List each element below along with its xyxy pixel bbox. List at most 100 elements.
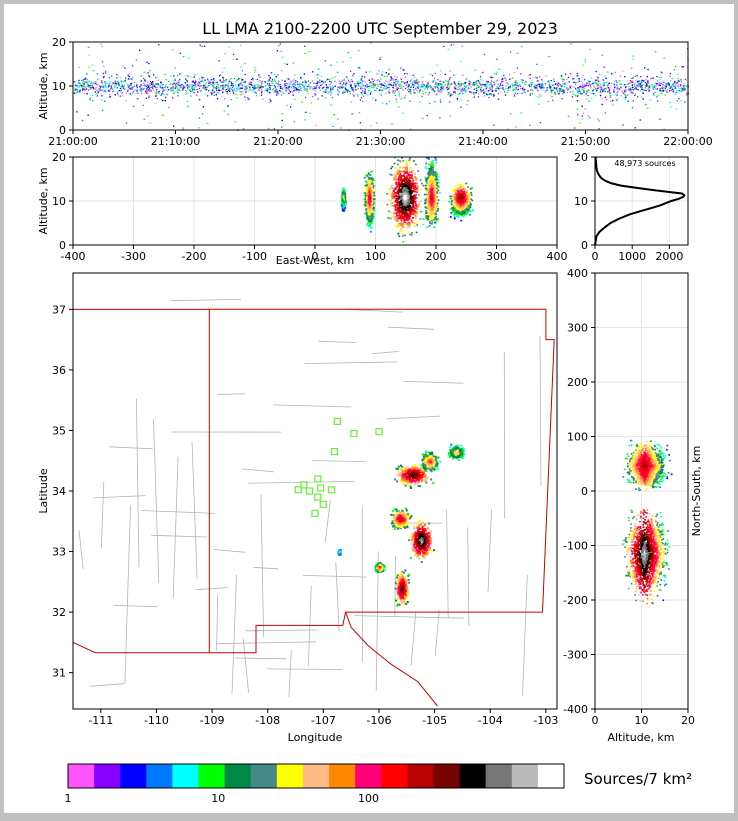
- time-height-source: [218, 60, 220, 62]
- time-height-source: [298, 89, 300, 91]
- time-height-source: [223, 84, 225, 86]
- time-height-source: [159, 86, 161, 88]
- time-height-source: [493, 84, 495, 86]
- time-height-source: [368, 85, 370, 88]
- time-height-source: [107, 86, 109, 88]
- time-height-source: [552, 89, 555, 91]
- time-height-source: [94, 83, 96, 85]
- time-height-source: [597, 76, 599, 78]
- time-height-source: [97, 78, 99, 80]
- time-height-source: [355, 89, 357, 91]
- time-height-source: [404, 97, 406, 99]
- time-height-source: [392, 90, 394, 92]
- time-height-source: [500, 85, 502, 87]
- time-height-source: [216, 92, 219, 94]
- time-height-source: [642, 98, 644, 100]
- time-height-source: [152, 82, 154, 85]
- time-height-source: [275, 89, 277, 91]
- time-height-source: [182, 127, 185, 129]
- time-height-source: [280, 50, 282, 52]
- time-height-source: [219, 87, 221, 89]
- time-height-source: [288, 82, 290, 84]
- time-height-source: [81, 86, 83, 88]
- time-height-source: [632, 77, 634, 79]
- time-height-source: [368, 90, 370, 92]
- time-height-source: [659, 89, 661, 91]
- time-height-source: [313, 86, 315, 88]
- time-height-source: [461, 83, 463, 85]
- time-height-source: [188, 89, 190, 91]
- time-height-source: [330, 81, 332, 83]
- time-height-source: [266, 88, 268, 90]
- time-height-source: [517, 93, 519, 95]
- time-height-source: [406, 81, 408, 83]
- time-height-source: [426, 86, 428, 88]
- time-height-source: [91, 82, 93, 84]
- time-height-source: [77, 86, 80, 88]
- time-height-source: [342, 91, 345, 93]
- time-height-source: [228, 46, 230, 48]
- time-height-source: [114, 80, 116, 82]
- time-height-source: [202, 87, 204, 89]
- time-height-source: [257, 86, 259, 88]
- time-height-source: [284, 80, 286, 82]
- time-height-source: [402, 89, 404, 91]
- time-height-source: [510, 51, 512, 53]
- time-height-source: [457, 86, 459, 89]
- time-height-source: [669, 73, 672, 75]
- time-height-source: [449, 101, 451, 103]
- time-height-source: [92, 94, 94, 96]
- time-height-source: [587, 95, 589, 97]
- time-height-source: [165, 79, 167, 81]
- time-height-source: [528, 84, 530, 86]
- time-height-source: [132, 77, 134, 79]
- time-height-source: [621, 90, 623, 92]
- time-height-source: [637, 80, 639, 82]
- time-height-source: [148, 75, 150, 77]
- time-height-source: [627, 83, 629, 85]
- time-height-source: [622, 70, 624, 72]
- time-height-source: [482, 83, 484, 85]
- time-height-source: [537, 84, 539, 86]
- time-height-source: [129, 88, 131, 90]
- time-height-source: [140, 89, 142, 91]
- time-height-source: [503, 74, 505, 77]
- time-height-source: [508, 84, 510, 86]
- time-height-source: [513, 94, 515, 96]
- time-height-source: [478, 86, 480, 89]
- time-height-source: [584, 61, 586, 63]
- time-height-source: [281, 119, 283, 122]
- time-height-source: [522, 88, 524, 90]
- time-height-source: [343, 86, 345, 88]
- time-height-source: [349, 93, 352, 95]
- time-height-source: [607, 71, 609, 73]
- time-height-source: [460, 60, 462, 62]
- time-height-source: [95, 88, 97, 90]
- time-height-source: [219, 89, 221, 91]
- time-height-source: [380, 94, 382, 96]
- time-height-source: [224, 88, 226, 91]
- time-height-source: [213, 84, 215, 86]
- time-height-source: [157, 79, 159, 81]
- time-height-source: [663, 128, 665, 130]
- time-height-source: [597, 77, 599, 79]
- time-height-source: [198, 117, 201, 119]
- time-height-source: [85, 86, 87, 88]
- time-height-source: [595, 95, 597, 97]
- time-height-source: [530, 86, 532, 88]
- time-height-source: [607, 85, 609, 87]
- time-height-source: [230, 88, 232, 90]
- time-height-source: [94, 82, 96, 85]
- time-height-source: [249, 83, 251, 85]
- time-height-source: [677, 89, 679, 92]
- time-height-source: [196, 88, 198, 91]
- time-height-source: [449, 93, 451, 95]
- time-height-source: [553, 84, 555, 86]
- time-height-source: [210, 79, 212, 81]
- time-height-source: [212, 85, 214, 87]
- time-height-source: [519, 84, 521, 86]
- time-height-source: [220, 85, 222, 87]
- time-height-source: [583, 90, 585, 92]
- time-height-source: [477, 96, 480, 98]
- time-height-source: [385, 92, 387, 94]
